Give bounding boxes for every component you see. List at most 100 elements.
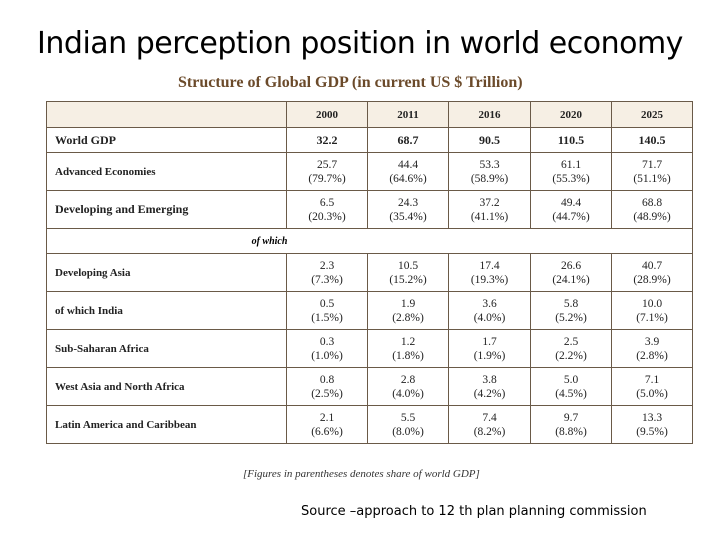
row-label: Developing and Emerging xyxy=(46,190,287,229)
cell-value: 17.4 xyxy=(479,259,500,272)
cell-share: (4.5%) xyxy=(555,387,587,400)
col-header: 2011 xyxy=(367,101,449,128)
cell-value: 9.7 xyxy=(563,411,579,424)
cell-share: (48.9%) xyxy=(633,210,671,223)
cell: 3.9 (2.8%) xyxy=(611,329,693,368)
cell: 90.5 xyxy=(448,127,531,153)
cell-value: 68.7 xyxy=(397,133,419,147)
table-row: World GDP 32.2 68.7 90.5 110.5 140.5 xyxy=(46,127,693,153)
cell-value: 44.4 xyxy=(397,158,419,171)
cell-share: (7.3%) xyxy=(311,273,343,286)
cell-value: 3.6 xyxy=(482,297,497,310)
cell-value: 5.8 xyxy=(563,297,579,310)
cell-value: 3.8 xyxy=(482,373,497,386)
cell: 5.0 (4.5%) xyxy=(530,367,612,406)
cell-value: 40.7 xyxy=(641,259,663,272)
row-label: World GDP xyxy=(46,127,287,153)
col-header: 2016 xyxy=(448,101,531,128)
cell-share: (5.2%) xyxy=(555,311,587,324)
cell-share: (7.1%) xyxy=(636,311,668,324)
cell: 24.3 (35.4%) xyxy=(367,190,449,229)
col-header: 2020 xyxy=(530,101,612,128)
cell-value: 71.7 xyxy=(641,158,663,171)
cell: 6.5 (20.3%) xyxy=(286,190,368,229)
cell-share: (1.5%) xyxy=(311,311,343,324)
table-row: Advanced Economies 25.7 (79.7%) 44.4 (64.6… xyxy=(46,152,693,191)
table-row: Sub-Saharan Africa 0.3 (1.0%) 1.2 (1.8%) 1… xyxy=(46,329,693,368)
cell: 13.3 (9.5%) xyxy=(611,405,693,444)
cell: 7.4 (8.2%) xyxy=(448,405,531,444)
row-label: Sub-Saharan Africa xyxy=(46,329,287,368)
cell-share: (55.3%) xyxy=(552,172,590,185)
table-row: West Asia and North Africa 0.8 (2.5%) 2.8… xyxy=(46,367,693,406)
cell-share: (8.8%) xyxy=(555,425,587,438)
cell-value: 49.4 xyxy=(560,196,582,209)
cell-value: 3.9 xyxy=(644,335,660,348)
cell: 68.8 (48.9%) xyxy=(611,190,693,229)
cell-value: 2.3 xyxy=(319,259,335,272)
cell-value: 140.5 xyxy=(638,133,666,147)
cell-value: 7.1 xyxy=(644,373,660,386)
cell: 3.8 (4.2%) xyxy=(448,367,531,406)
table-row: of which India 0.5 (1.5%) 1.9 (2.8%) 3.6 (4… xyxy=(46,291,693,330)
cell: 10.0 (7.1%) xyxy=(611,291,693,330)
cell-value: 90.5 xyxy=(479,133,500,147)
cell-value: 0.3 xyxy=(319,335,335,348)
cell-value: 2.5 xyxy=(563,335,579,348)
cell: 40.7 (28.9%) xyxy=(611,253,693,292)
source-credit: Source –approach to 12 th plan planning … xyxy=(301,504,647,519)
cell-share: (2.5%) xyxy=(311,387,343,400)
of-which-row: of which xyxy=(46,228,693,254)
cell: 1.9 (2.8%) xyxy=(367,291,449,330)
footnote: [Figures in parentheses denotes share of… xyxy=(243,468,480,480)
cell-share: (2.8%) xyxy=(392,311,424,324)
cell-value: 26.6 xyxy=(560,259,582,272)
cell-value: 5.0 xyxy=(563,373,579,386)
cell-value: 7.4 xyxy=(482,411,497,424)
cell-share: (2.2%) xyxy=(555,349,587,362)
cell-value: 0.8 xyxy=(319,373,335,386)
cell-share: (15.2%) xyxy=(389,273,427,286)
cell-share: (1.0%) xyxy=(311,349,343,362)
cell-share: (1.8%) xyxy=(392,349,424,362)
col-header: 2000 xyxy=(286,101,368,128)
cell-value: 53.3 xyxy=(479,158,500,171)
cell: 32.2 xyxy=(286,127,368,153)
cell-value: 6.5 xyxy=(319,196,335,209)
cell: 37.2 (41.1%) xyxy=(448,190,531,229)
cell-share: (35.4%) xyxy=(389,210,427,223)
cell: 10.5 (15.2%) xyxy=(367,253,449,292)
cell-share: (79.7%) xyxy=(308,172,346,185)
cell-value: 1.9 xyxy=(400,297,416,310)
cell-share: (19.3%) xyxy=(470,273,509,286)
cell: 49.4 (44.7%) xyxy=(530,190,612,229)
header-blank xyxy=(46,101,287,128)
cell: 17.4 (19.3%) xyxy=(448,253,531,292)
table-row: Developing Asia 2.3 (7.3%) 10.5 (15.2%) 17… xyxy=(46,253,693,292)
cell: 140.5 xyxy=(611,127,693,153)
cell-value: 61.1 xyxy=(560,158,582,171)
cell-value: 10.0 xyxy=(641,297,663,310)
cell-share: (8.2%) xyxy=(473,425,506,438)
cell-value: 68.8 xyxy=(641,196,663,209)
cell: 1.2 (1.8%) xyxy=(367,329,449,368)
cell-share: (24.1%) xyxy=(552,273,590,286)
cell: 61.1 (55.3%) xyxy=(530,152,612,191)
table-row: Latin America and Caribbean 2.1 (6.6%) 5.… xyxy=(46,405,693,444)
cell-value: 2.1 xyxy=(319,411,335,424)
cell: 9.7 (8.8%) xyxy=(530,405,612,444)
cell-share: (4.2%) xyxy=(473,387,506,400)
cell: 0.8 (2.5%) xyxy=(286,367,368,406)
cell-value: 1.7 xyxy=(482,335,497,348)
cell: 25.7 (79.7%) xyxy=(286,152,368,191)
row-label: Advanced Economies xyxy=(46,152,287,191)
cell: 110.5 xyxy=(530,127,612,153)
cell-value: 32.2 xyxy=(316,133,338,147)
cell: 3.6 (4.0%) xyxy=(448,291,531,330)
gdp-table: 2000 2011 2016 2020 2025 World GDP 32.2 … xyxy=(46,101,693,444)
cell: 2.5 (2.2%) xyxy=(530,329,612,368)
cell: 2.3 (7.3%) xyxy=(286,253,368,292)
cell-value: 0.5 xyxy=(319,297,335,310)
cell: 0.5 (1.5%) xyxy=(286,291,368,330)
col-header: 2025 xyxy=(611,101,693,128)
